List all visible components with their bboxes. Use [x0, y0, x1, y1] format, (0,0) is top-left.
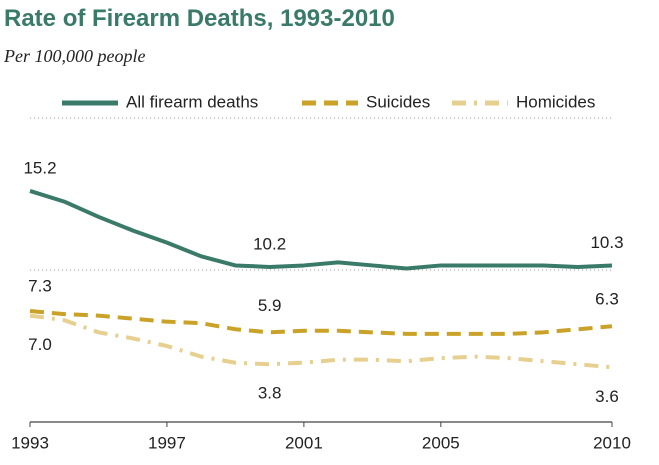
- series-line: [29, 309, 613, 336]
- x-tick-label: 2010: [593, 433, 631, 452]
- data-label: 6.3: [595, 290, 619, 309]
- legend-label: Suicides: [366, 92, 430, 111]
- data-label: 3.6: [595, 387, 619, 406]
- data-label: 7.0: [28, 335, 52, 354]
- legend-label: All firearm deaths: [126, 92, 258, 111]
- series-line: [29, 313, 613, 370]
- x-tick-label: 2005: [422, 433, 460, 452]
- x-tick-label: 1997: [148, 433, 186, 452]
- x-tick-label: 2001: [285, 433, 323, 452]
- data-label: 7.3: [28, 277, 52, 296]
- data-label: 10.2: [253, 234, 286, 253]
- x-tick-label: 1993: [11, 433, 49, 452]
- data-label: 15.2: [23, 158, 56, 177]
- data-label: 3.8: [258, 384, 282, 403]
- series-line: [29, 189, 613, 271]
- data-label: 10.3: [590, 233, 623, 252]
- data-label: 5.9: [258, 296, 282, 315]
- chart-title: Rate of Firearm Deaths, 1993-2010: [4, 5, 395, 32]
- chart-subtitle: Per 100,000 people: [3, 46, 145, 66]
- legend-label: Homicides: [516, 92, 595, 111]
